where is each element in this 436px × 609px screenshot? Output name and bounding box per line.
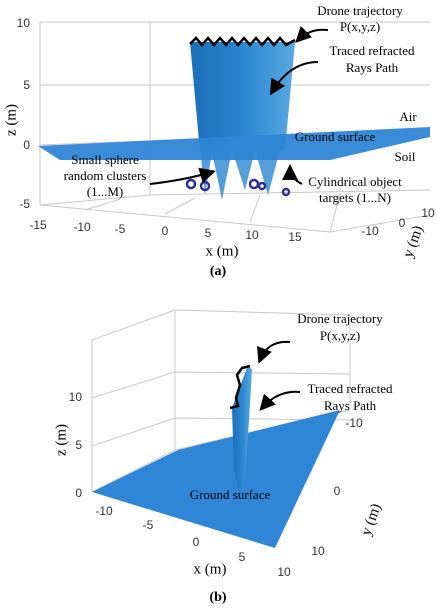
drone-trajectory (189, 36, 296, 47)
y-axis-label: y (m) (358, 502, 384, 538)
y-tick-label: 0 (334, 484, 341, 498)
z-tick-label: 0 (23, 138, 30, 152)
annotation: P(x,y,z) (340, 19, 380, 34)
drone-trajectory (229, 364, 251, 410)
panel-label: (b) (209, 590, 226, 605)
z-tick-label: 5 (75, 438, 82, 452)
x-axis-label: x (m) (206, 243, 239, 259)
y-tick-label: -10 (361, 224, 379, 238)
x-tick-label: -15 (29, 218, 47, 232)
annotation: Drone trajectory (317, 3, 403, 18)
annotation: Small sphere (71, 152, 139, 167)
x-tick-label: -5 (115, 222, 126, 236)
x-tick-label: -5 (143, 518, 154, 532)
z-tick-label: 10 (17, 16, 31, 30)
x-tick-label: 0 (162, 224, 169, 238)
arrow (282, 164, 303, 185)
annotation: Rays Path (346, 60, 399, 75)
x-tick-label: 0 (193, 535, 200, 549)
annotation: Drone trajectory (297, 311, 383, 326)
ray-bundle (190, 42, 295, 152)
x-axis-label: x (m) (194, 561, 227, 577)
panel-a: 10 5 0 -5 z (m) -15 -10 -5 0 5 10 15 x (… (3, 3, 435, 279)
annotation: Ground surface (295, 129, 376, 144)
z-tick-label: 10 (69, 390, 83, 404)
panel-b: 10 5 0 z (m) -10 -5 0 5 10 x (m) -10 0 1… (53, 309, 393, 605)
arrow (269, 61, 319, 96)
annotation: Air (399, 109, 417, 124)
annotation: Traced refracted (329, 43, 415, 58)
x-tick-label: 5 (205, 226, 212, 240)
arrow (295, 25, 329, 43)
z-axis-label: z (m) (53, 424, 69, 456)
targets (185, 178, 291, 197)
arrow (149, 167, 216, 185)
y-tick-label: -10 (345, 416, 363, 430)
z-tick-label: -5 (19, 197, 30, 211)
x-tick-label: 10 (245, 228, 259, 242)
annotation: Traced refracted (307, 381, 393, 396)
annotation: P(x,y,z) (320, 328, 360, 343)
y-tick-label: 10 (421, 206, 435, 220)
annotation: Cylindrical object (308, 174, 402, 189)
annotation: (1...M) (87, 184, 123, 199)
y-tick-label: 0 (399, 216, 406, 230)
ground-plane (92, 410, 340, 548)
arrow (257, 340, 291, 364)
x-tick-label: 10 (277, 565, 291, 579)
x-tick-label: -10 (95, 504, 113, 518)
z-tick-label: 5 (23, 78, 30, 92)
arrow (259, 390, 301, 411)
ground-plane (38, 127, 430, 160)
annotation: targets (1...N) (319, 190, 391, 205)
y-tick-label: 10 (311, 544, 325, 558)
z-axis-label: z (m) (3, 104, 19, 136)
x-tick-label: 5 (239, 550, 246, 564)
axes-box (91, 309, 351, 493)
annotation: Soil (395, 149, 416, 164)
ray-spikes (200, 148, 280, 200)
annotation: Ground surface (190, 487, 271, 502)
x-tick-label: -10 (73, 220, 91, 234)
z-tick-label: 0 (75, 486, 82, 500)
annotation: random clusters (64, 168, 147, 183)
annotation: Rays Path (324, 398, 377, 413)
panel-label: (a) (210, 264, 227, 279)
x-tick-label: 15 (288, 230, 302, 244)
